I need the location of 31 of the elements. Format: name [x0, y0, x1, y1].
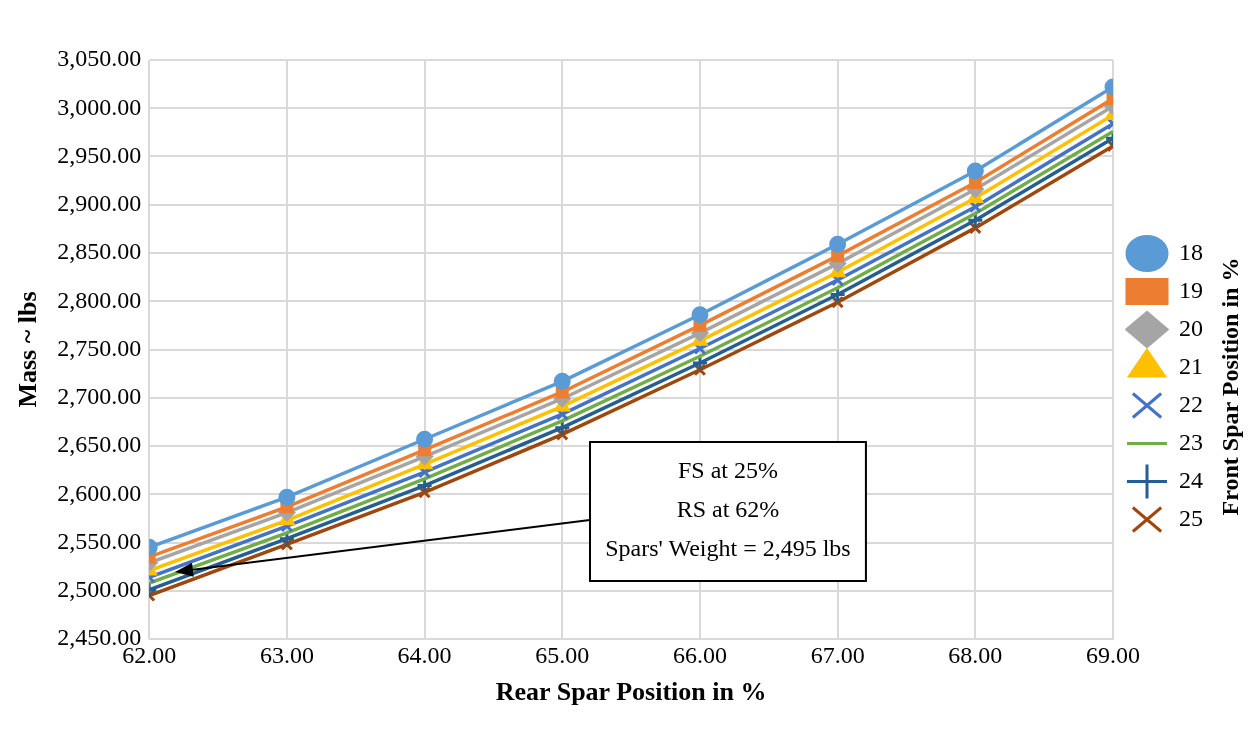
legend-label: 22: [1179, 390, 1203, 417]
y-tick-label: 2,700.00: [57, 383, 142, 410]
legend-title: Front Spar Position in %: [1217, 257, 1244, 516]
legend-label: 18: [1179, 238, 1203, 265]
y-tick-label: 2,850.00: [57, 238, 142, 265]
x-tick-label: 63.00: [259, 641, 314, 668]
x-tick-label: 67.00: [810, 641, 865, 668]
y-tick-label: 2,950.00: [57, 141, 142, 168]
x-axis-title: Rear Spar Position in %: [495, 677, 767, 707]
y-tick-label: 2,550.00: [57, 527, 142, 554]
y-tick-label: 2,800.00: [57, 286, 142, 313]
x-tick-label: 66.00: [672, 641, 727, 668]
legend-label: 24: [1179, 466, 1203, 493]
legend-label: 21: [1179, 352, 1203, 379]
x-tick-label: 64.00: [397, 641, 452, 668]
legend-label: 23: [1179, 428, 1203, 455]
legend-label: 19: [1179, 276, 1203, 303]
y-axis-title: Mass ~ lbs: [13, 291, 43, 408]
y-tick-label: 2,750.00: [57, 334, 142, 361]
y-tick-label: 3,050.00: [57, 45, 142, 72]
y-tick-label: 2,900.00: [57, 190, 142, 217]
y-tick-label: 3,000.00: [57, 93, 142, 120]
y-tick-label: 2,600.00: [57, 479, 142, 506]
y-tick-label: 2,650.00: [57, 431, 142, 458]
y-tick-label: 2,500.00: [57, 576, 142, 603]
x-tick-label: 65.00: [535, 641, 590, 668]
x-tick-label: 69.00: [1086, 641, 1140, 668]
x-tick-label: 68.00: [948, 641, 1003, 668]
legend-label: 25: [1179, 504, 1203, 531]
annotation: FS at 25% RS at 62% Spars' Weight = 2,495 lbs: [605, 457, 851, 562]
legend-label: 20: [1179, 314, 1203, 341]
